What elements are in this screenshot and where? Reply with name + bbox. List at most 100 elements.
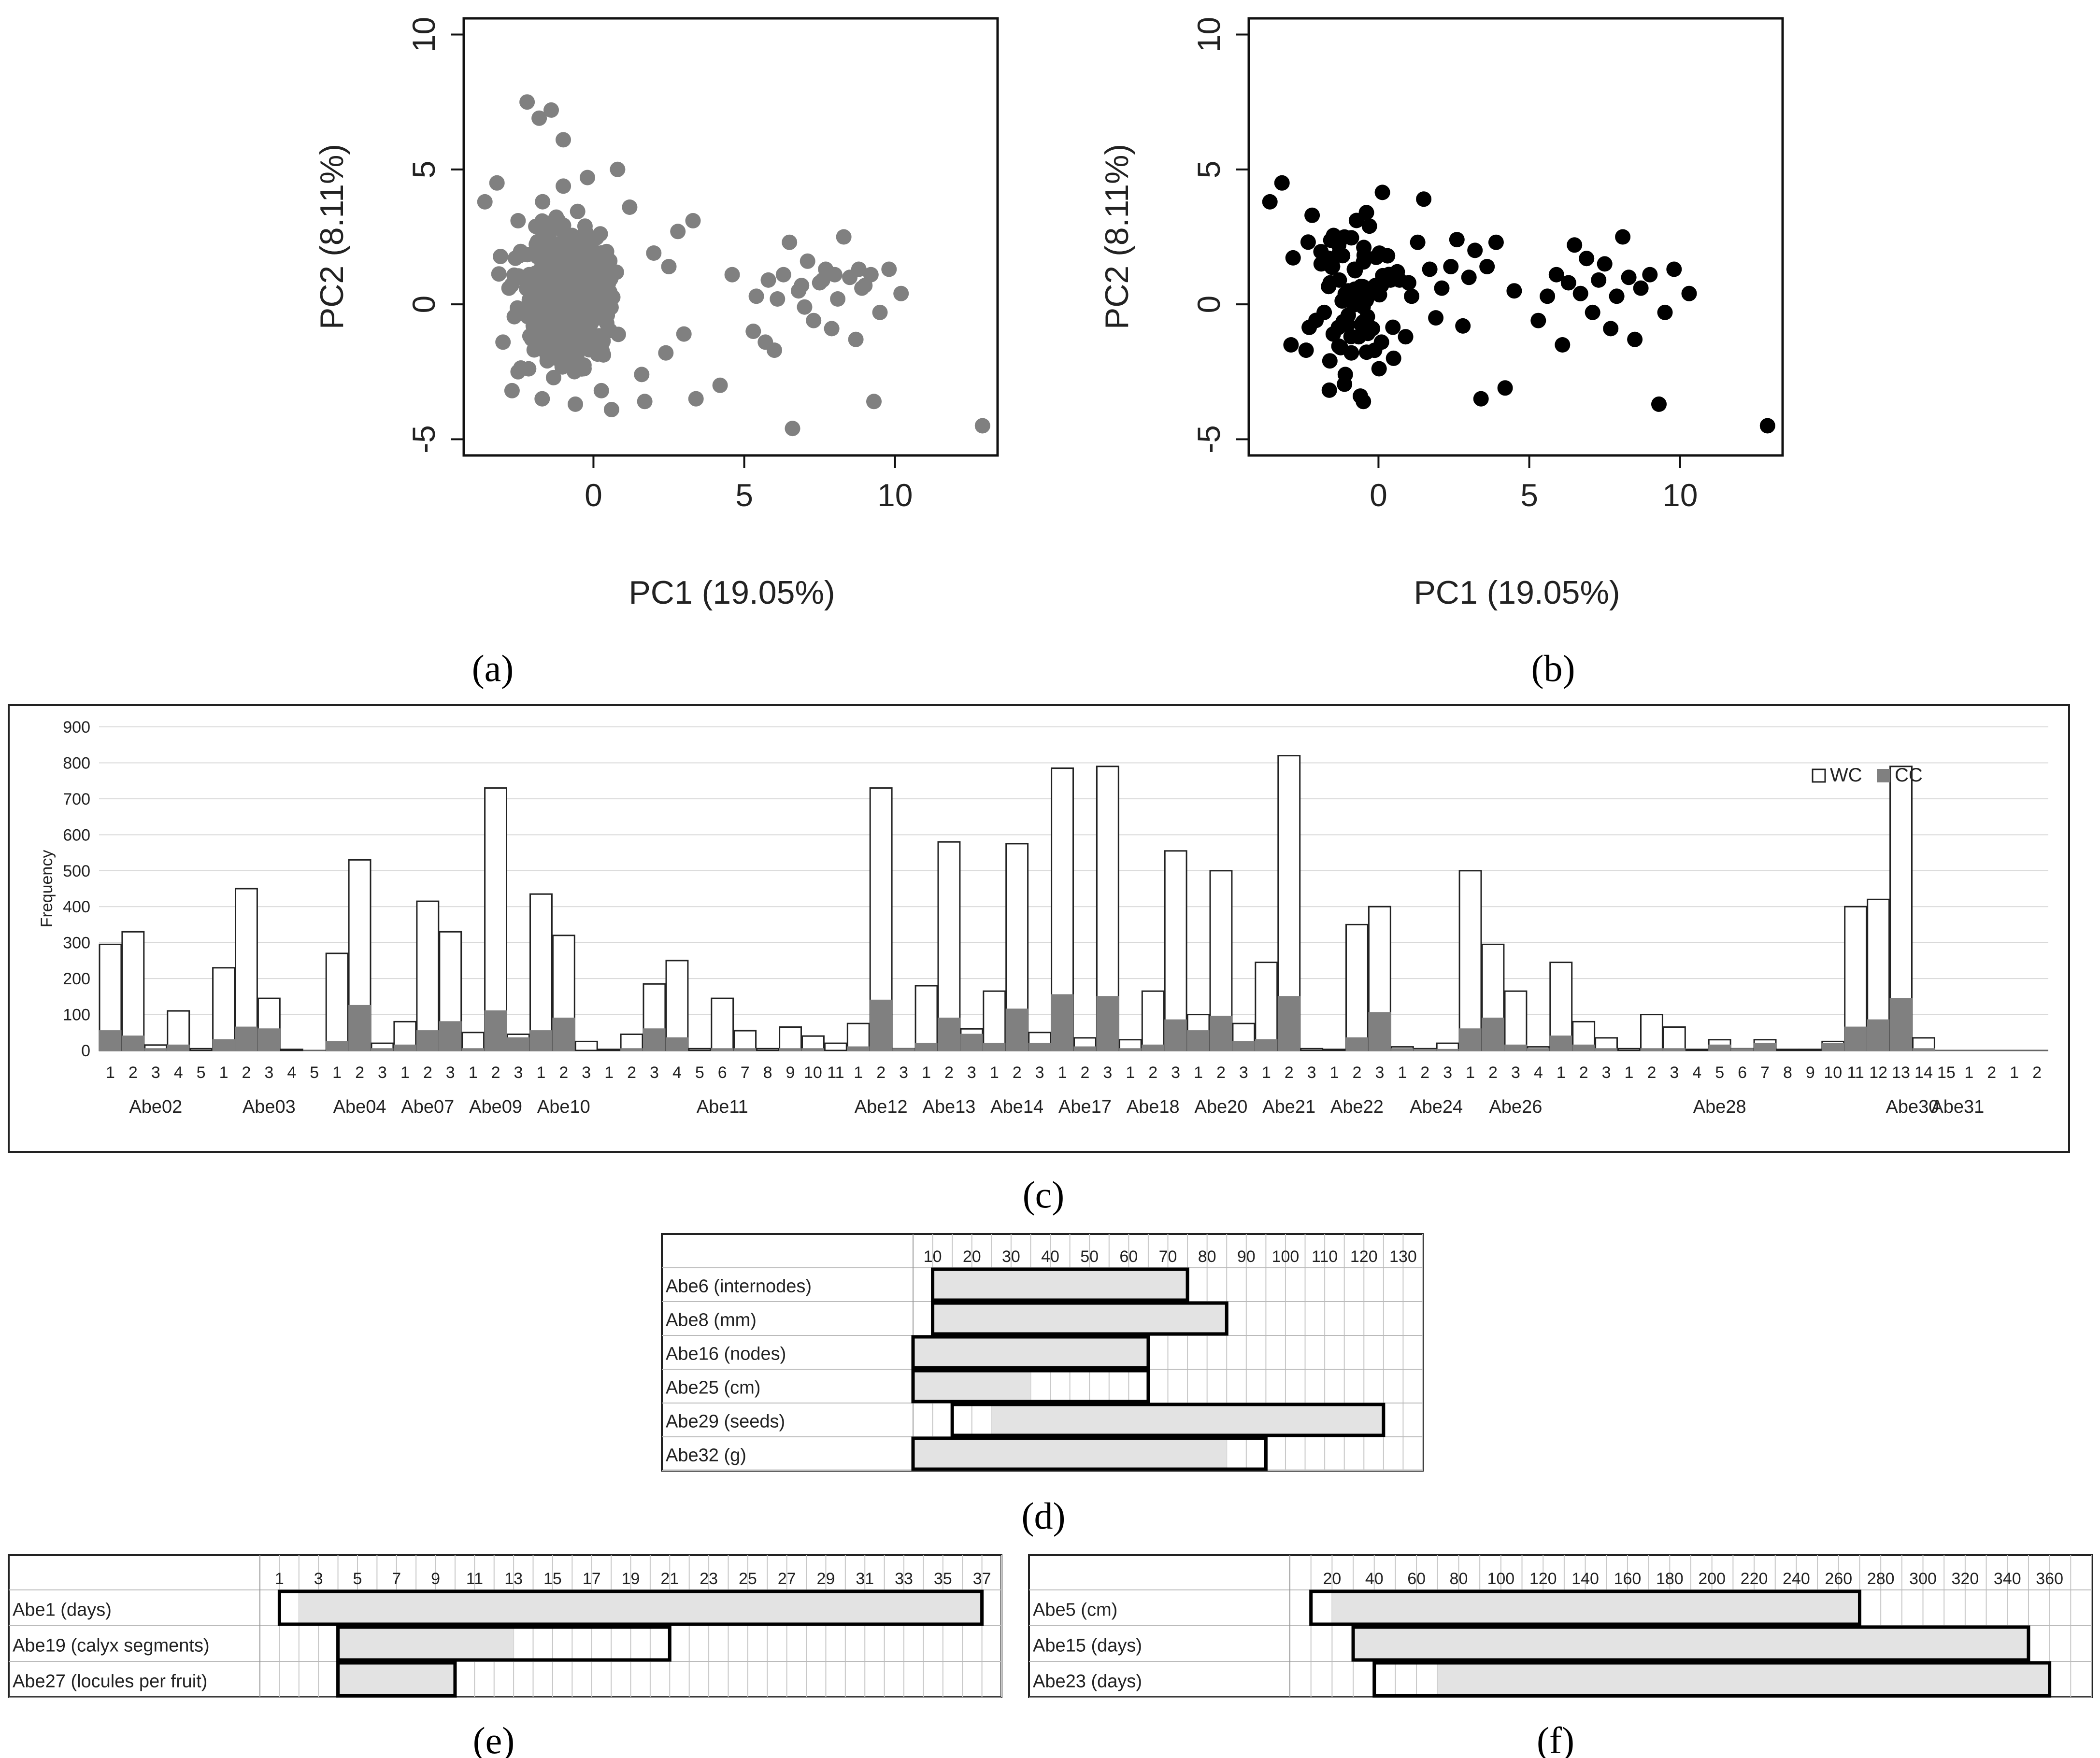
bar-cc [1277,996,1300,1051]
bar-cc [1028,1043,1051,1051]
y-tick-label: 200 [63,970,90,988]
range-shade [932,1270,1188,1300]
scatter-point [1337,376,1353,392]
y-axis-label-a: PC2 (8.11%) [314,144,350,329]
scatter-point [605,289,621,305]
scatter-point [1621,269,1637,285]
scatter-point [580,170,595,185]
x-tick-label: 3 [582,1063,591,1082]
bar-cc [1459,1028,1482,1051]
bar-cc [1187,1030,1210,1051]
axis-tick-label: 40 [1365,1570,1384,1588]
x-tick-label: 2 [1353,1063,1362,1082]
scatter-point [1343,328,1359,344]
scatter-point [814,272,830,288]
x-tick-label: 2 [1987,1063,1996,1082]
range-outline [1309,1589,1861,1626]
axis-tick-label: 31 [856,1570,874,1588]
x-tick-label: 3 [1307,1063,1316,1082]
y-tick-label: 100 [63,1006,90,1024]
group-labels-c: Abe02 Abe03 Abe04 Abe07 Abe09 Abe10 Abe11 Abe12… [129,1097,1984,1117]
bar-cc [529,1030,553,1051]
bar-wc [1685,1049,1709,1051]
y-tick-label: 10 [406,17,442,52]
scatter-point [510,270,526,286]
x-tick-label: 2 [423,1063,432,1082]
plot-frame-a [462,17,999,457]
scatter-point [610,326,626,342]
axis-tick-label: 90 [1237,1248,1256,1266]
bar-cc [666,1037,688,1051]
bar-cc [212,1039,235,1051]
x-tick-label: 9 [786,1063,795,1082]
x-axis-label-a: PC1 (19.05%) [629,574,835,611]
y-axis-label-c: Frequency [38,850,56,928]
bar-cc [1210,1016,1232,1051]
group-label: Abe24 [1410,1097,1463,1117]
scatter-point [575,285,591,301]
bar-wc [325,952,349,1051]
x-tick-label: 9 [1806,1063,1815,1082]
chart-frame-c [8,704,2070,1153]
x-tick-label: 0 [1370,477,1387,513]
x-tick-label: 1 [990,1063,999,1082]
group-label: Abe12 [855,1097,908,1117]
x-tick-label: 11 [1847,1063,1864,1082]
x-tick-label: 5 [735,477,753,513]
scatter-point [569,349,585,365]
bar-wc [597,1049,621,1051]
scatter-point [1347,263,1363,279]
bar-cc [1731,1048,1754,1051]
axis-tick-label: 120 [1350,1248,1378,1266]
row-label: Abe5 (cm) [1033,1600,1117,1620]
bar-cc [348,1005,371,1051]
x-tick-label: 3 [446,1063,455,1082]
x-tick-label: 5 [695,1063,704,1082]
x-tick-label: 2 [559,1063,568,1082]
x-tick-label: 1 [219,1063,229,1082]
axis-tick-label: 11 [466,1570,483,1588]
scatter-point [1422,261,1438,277]
range-outline [336,1661,457,1698]
x-tick-label: 2 [876,1063,886,1082]
scatter-point [1615,229,1631,245]
scatter-point [489,175,505,191]
x-tick-label: 3 [514,1063,523,1082]
scatter-point [1358,344,1374,360]
scatter-point [1428,310,1444,326]
y-tick-label: 500 [63,862,90,880]
range-shade [913,1439,1227,1469]
bar-cc [257,1028,281,1051]
panel-label-d: (d) [1022,1495,1066,1537]
scatter-point [1651,396,1667,412]
x-tick-label: 2 [1216,1063,1226,1082]
panel-label-e: (e) [473,1719,515,1758]
y-tick-label: 0 [81,1042,90,1060]
bar-wc [280,1049,303,1051]
x-tick-label: 1 [536,1063,545,1082]
y-tick-label: -5 [1191,425,1227,454]
bar-cc [1073,1046,1097,1051]
row-label: Abe16 (nodes) [666,1344,786,1364]
x-tick-label: 2 [1579,1063,1588,1082]
scatter-point [1434,280,1450,296]
y-ticks-c: 0 100 200 300 400 500 600 700 800 900 [63,718,90,1060]
bar-wc [711,997,734,1051]
x-tick-label: 5 [1715,1063,1724,1082]
x-ticks-b: 0 5 10 [1370,455,1698,513]
x-tick-label: 4 [672,1063,682,1082]
x-tick-label: 3 [1511,1063,1520,1082]
x-tick-label: 3 [264,1063,273,1082]
bar-wc [1458,870,1482,1051]
bar-cc [235,1026,258,1051]
bar-wc [1776,1049,1800,1051]
scatter-point [1585,304,1600,320]
legend-swatch-wc [1812,768,1826,783]
scatter-point [477,194,493,210]
bar-cc [1527,1048,1550,1051]
scatter-point [1361,218,1377,234]
range-outline [277,1589,984,1626]
row-label: Abe25 (cm) [666,1377,760,1398]
y-ticks-a: -5 0 5 10 [406,17,464,454]
